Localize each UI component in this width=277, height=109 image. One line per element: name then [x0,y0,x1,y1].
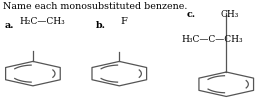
Text: b.: b. [96,20,106,30]
Text: a.: a. [4,20,14,30]
Text: c.: c. [186,10,196,19]
Text: F: F [120,17,127,26]
Text: H₂C—CH₃: H₂C—CH₃ [19,17,65,26]
Text: H₃C—C—CH₃: H₃C—C—CH₃ [181,35,243,44]
Text: Name each monosubstituted benzene.: Name each monosubstituted benzene. [3,2,187,11]
Text: CH₃: CH₃ [221,10,239,19]
